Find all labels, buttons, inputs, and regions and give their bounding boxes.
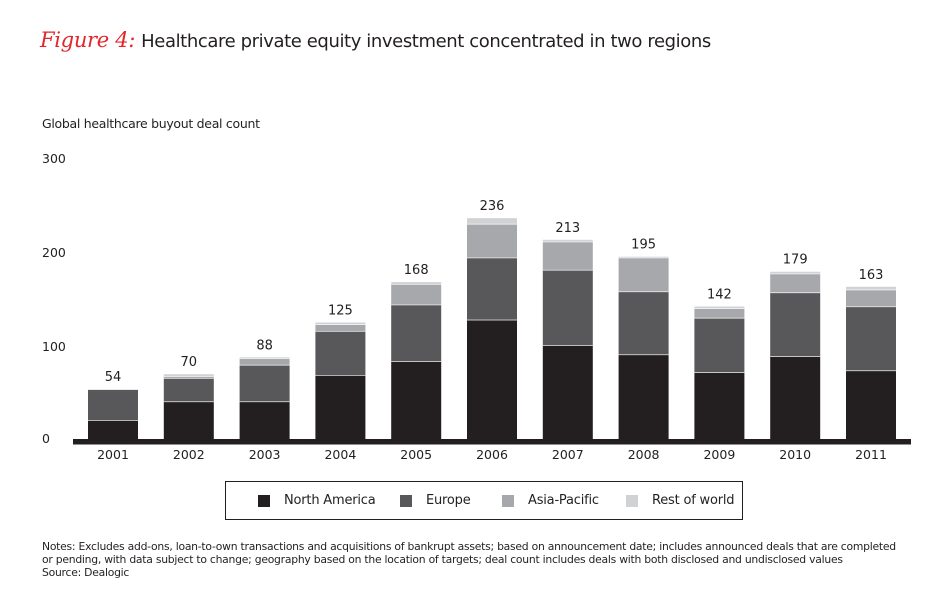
bars	[88, 218, 896, 440]
bar-segment-rest-of-world-2008	[618, 256, 669, 258]
bar-segment-north-america-2001	[88, 420, 138, 440]
stacked-bar-chart: 0 100 200 300 54 70 88 125 168 236 213 195 142 179 16…	[42, 151, 911, 462]
bar-segment-europe-2007	[542, 269, 593, 346]
bar-segment-north-america-2010	[770, 356, 821, 440]
bar-segment-north-america-2005	[391, 361, 442, 440]
bar-segment-europe-2009	[694, 317, 745, 373]
x-tick-label: 2009	[703, 447, 735, 462]
bar-segment-europe-2003	[239, 364, 290, 402]
bar-segment-north-america-2008	[618, 354, 669, 440]
notes-line-2: or pending, with data subject to change;…	[42, 553, 843, 567]
bar-segment-rest-of-world-2002	[163, 374, 214, 377]
bar-segment-europe-2006	[467, 257, 517, 320]
bar-segment-asia-pacific-2009	[694, 308, 745, 318]
total-labels: 54 70 88 125 168 236 213 195 142 179 163	[105, 199, 884, 385]
y-tick-label: 100	[42, 339, 66, 354]
chart-notes: Notes: Excludes add-ons, loan-to-own tra…	[42, 540, 922, 580]
x-tick-label: 2011	[855, 447, 887, 462]
x-tick-label: 2005	[400, 447, 432, 462]
total-label-2007: 213	[555, 221, 580, 236]
bar-segment-north-america-2006	[467, 319, 517, 440]
total-label-2009: 142	[707, 288, 732, 303]
legend-label: North America	[284, 493, 376, 508]
bar-segment-north-america-2003	[239, 401, 290, 440]
bar-segment-asia-pacific-2004	[315, 324, 366, 331]
bar-segment-europe-2010	[770, 292, 821, 357]
bar-segment-rest-of-world-2010	[770, 271, 821, 274]
x-tick-label: 2006	[476, 447, 508, 462]
bar-segment-rest-of-world-2004	[315, 322, 366, 325]
bar-segment-rest-of-world-2006	[467, 218, 517, 224]
bar-segment-asia-pacific-2002	[163, 376, 214, 378]
bar-segment-asia-pacific-2006	[467, 223, 517, 258]
bar-segment-asia-pacific-2010	[770, 273, 821, 293]
figure-label: Figure 4:	[40, 28, 136, 52]
x-tick-label: 2002	[173, 447, 205, 462]
y-axis-label: Global healthcare buyout deal count	[42, 116, 260, 131]
bar-segment-rest-of-world-2005	[391, 282, 442, 284]
y-axis-ticks: 0 100 200 300	[42, 151, 66, 446]
x-tick-label: 2003	[249, 447, 281, 462]
total-label-2008: 195	[631, 238, 656, 253]
bar-segment-asia-pacific-2008	[618, 257, 669, 292]
legend-item-europe: Europe	[400, 493, 471, 508]
legend-item-north-america: North America	[258, 493, 376, 508]
bar-segment-europe-2008	[618, 291, 669, 355]
legend: North America Europe Asia-Pacific Rest o…	[225, 481, 743, 520]
total-label-2010: 179	[783, 253, 808, 268]
y-tick-label: 300	[42, 151, 66, 166]
total-label-2006: 236	[480, 199, 505, 214]
legend-label: Asia-Pacific	[528, 493, 599, 508]
total-label-2004: 125	[328, 304, 353, 319]
legend-item-rest-of-world: Rest of world	[626, 493, 735, 508]
bar-segment-rest-of-world-2009	[694, 306, 745, 309]
x-tick-label: 2010	[779, 447, 811, 462]
y-tick-label: 0	[42, 431, 50, 446]
bar-segment-rest-of-world-2003	[239, 357, 290, 359]
x-tick-label: 2004	[324, 447, 356, 462]
bar-segment-europe-2005	[391, 304, 442, 362]
bar-segment-north-america-2007	[542, 345, 593, 440]
total-label-2002: 70	[181, 355, 198, 370]
legend-label: Rest of world	[652, 493, 735, 508]
x-tick-label: 2008	[628, 447, 660, 462]
legend-swatch-asia-pacific	[502, 494, 514, 507]
total-label-2001: 54	[105, 370, 122, 385]
legend-swatch-europe	[400, 494, 412, 507]
notes-line-1: Notes: Excludes add-ons, loan-to-own tra…	[42, 540, 896, 553]
x-tick-label: 2007	[552, 447, 584, 462]
bar-segment-north-america-2009	[694, 372, 745, 440]
source-line: Source: Dealogic	[42, 566, 130, 580]
bar-segment-north-america-2011	[846, 370, 896, 440]
bar-segment-asia-pacific-2003	[239, 358, 290, 365]
x-tick-label: 2001	[97, 447, 129, 462]
bar-segment-asia-pacific-2005	[391, 283, 442, 305]
bar-segment-north-america-2004	[315, 375, 366, 440]
total-label-2011: 163	[859, 268, 884, 283]
bar-segment-north-america-2002	[163, 401, 214, 440]
y-tick-label: 200	[42, 245, 66, 260]
x-axis-baseline	[73, 439, 911, 445]
bar-segment-europe-2002	[163, 377, 214, 402]
bar-segment-europe-2004	[315, 330, 366, 376]
legend-swatch-rest-of-world	[626, 494, 638, 507]
bar-segment-europe-2001	[88, 389, 138, 421]
legend-item-asia-pacific: Asia-Pacific	[502, 493, 599, 508]
total-label-2005: 168	[404, 263, 429, 278]
bar-segment-asia-pacific-2011	[846, 289, 896, 307]
bar-segment-asia-pacific-2007	[542, 241, 593, 270]
bar-segment-rest-of-world-2011	[846, 286, 896, 290]
title-text: Healthcare private equity investment con…	[141, 31, 711, 52]
chart-title: Figure 4: Healthcare private equity inves…	[40, 28, 711, 52]
bar-segment-europe-2011	[846, 306, 896, 371]
bar-segment-rest-of-world-2007	[542, 239, 593, 242]
total-label-2003: 88	[256, 338, 273, 353]
legend-label: Europe	[426, 493, 471, 508]
x-axis-ticks: 2001 2002 2003 2004 2005 2006 2007 2008 2009 2010…	[97, 447, 887, 462]
legend-swatch-north-america	[258, 494, 270, 507]
